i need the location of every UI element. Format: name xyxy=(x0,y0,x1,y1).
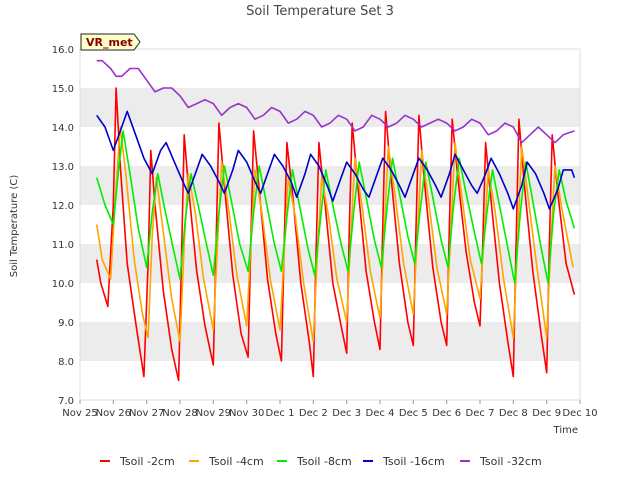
x-tick-label: Dec 6 xyxy=(432,408,461,419)
x-tick-label: Dec 10 xyxy=(562,408,597,419)
plot-band xyxy=(80,322,580,361)
plot-band xyxy=(80,127,580,166)
legend-label: Tsoil -4cm xyxy=(208,455,264,468)
y-tick-label: 12.0 xyxy=(52,201,74,212)
series-line xyxy=(95,126,574,343)
y-tick-label: 7.0 xyxy=(58,396,74,407)
x-tick-label: Nov 29 xyxy=(196,408,231,419)
chart-title: Soil Temperature Set 3 xyxy=(246,4,394,19)
y-tick-label: 14.0 xyxy=(52,123,74,134)
station-badge-label: VR_met xyxy=(86,36,133,49)
station-badge: VR_met xyxy=(80,33,141,51)
x-tick-label: Nov 26 xyxy=(96,408,131,419)
y-tick-label: 15.0 xyxy=(52,84,74,95)
x-axis-label: Time xyxy=(553,425,578,436)
plot-band xyxy=(80,49,580,88)
legend-label: Tsoil -32cm xyxy=(479,455,542,468)
x-tick-label: Dec 8 xyxy=(499,408,528,419)
y-axis-label: Soil Temperature (C) xyxy=(9,175,20,278)
y-tick-label: 11.0 xyxy=(52,240,74,251)
y-tick-label: 10.0 xyxy=(52,279,74,290)
y-axis-ticks: 7.0 8.0 9.0 10.0 11.0 12.0 13.0 14.0 15.0 16.0 xyxy=(52,45,74,407)
y-tick-label: 13.0 xyxy=(52,162,74,173)
station-badge-shape xyxy=(80,33,141,51)
x-tick-label: Dec 2 xyxy=(299,408,328,419)
x-tick-label: Dec 5 xyxy=(399,408,428,419)
series-lines xyxy=(95,59,576,382)
x-tick-label: Dec 3 xyxy=(332,408,361,419)
legend: Tsoil -2cm Tsoil -4cm Tsoil -8cm Tsoil -16c… xyxy=(100,455,542,468)
x-tick-label: Dec 9 xyxy=(532,408,561,419)
series-line xyxy=(96,110,576,210)
x-tick-label: Nov 30 xyxy=(229,408,264,419)
plot-band xyxy=(80,361,580,400)
x-tick-label: Dec 1 xyxy=(266,408,295,419)
x-tick-label: Dec 4 xyxy=(366,408,395,419)
y-tick-label: 9.0 xyxy=(58,318,74,329)
plot-band xyxy=(80,88,580,127)
x-tick-label: Dec 7 xyxy=(466,408,495,419)
y-tick-label: 16.0 xyxy=(52,45,74,56)
x-tick-label: Nov 27 xyxy=(129,408,164,419)
series-line xyxy=(95,130,576,284)
legend-label: Tsoil -2cm xyxy=(119,455,175,468)
series-line xyxy=(96,59,575,144)
legend-label: Tsoil -8cm xyxy=(296,455,352,468)
legend-label: Tsoil -16cm xyxy=(382,455,445,468)
x-tick-label: Nov 28 xyxy=(162,408,197,419)
y-tick-label: 8.0 xyxy=(58,357,74,368)
x-tick-label: Nov 25 xyxy=(62,408,97,419)
plot-frame xyxy=(79,48,581,401)
